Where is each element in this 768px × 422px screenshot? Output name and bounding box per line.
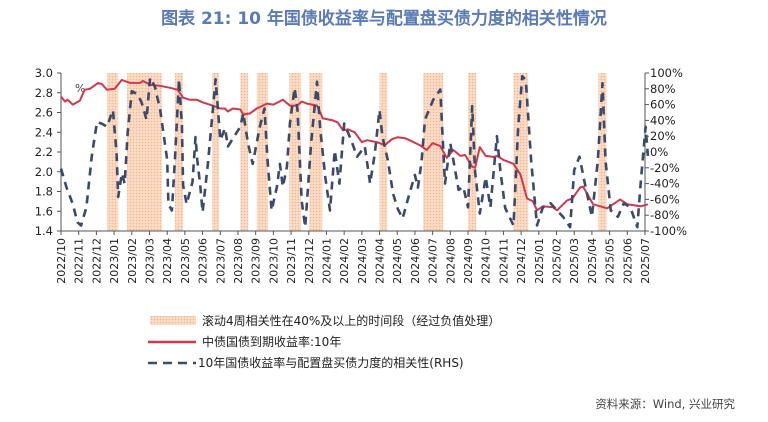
- right-tick-label: -60%: [650, 192, 680, 206]
- right-tick-label: 20%: [650, 129, 676, 143]
- shaded-period: [212, 73, 220, 231]
- right-tick-label: -40%: [650, 177, 680, 191]
- x-tick-label: 2024/12: [515, 238, 528, 284]
- left-tick-label: 2.8: [35, 86, 53, 100]
- legend-shade-swatch: [150, 316, 196, 325]
- x-tick-label: 2024/08: [444, 238, 457, 284]
- x-tick-label: 2022/12: [90, 238, 103, 284]
- x-tick-label: 2023/03: [143, 238, 156, 284]
- legend-corr-label: 10年国债收益率与配置盘买债力度的相关性(RHS): [198, 355, 464, 370]
- x-tick-label: 2024/10: [480, 238, 493, 284]
- shaded-period: [289, 73, 302, 231]
- x-tick-label: 2023/02: [126, 238, 139, 284]
- x-tick-label: 2023/01: [108, 238, 121, 284]
- x-tick-label: 2025/06: [621, 238, 634, 284]
- shaded-period: [468, 73, 477, 231]
- right-tick-label: 60%: [650, 98, 676, 112]
- x-tick-label: 2023/06: [197, 238, 210, 284]
- right-tick-label: -100%: [650, 224, 687, 238]
- shaded-period: [423, 73, 444, 231]
- right-tick-label: 80%: [650, 82, 676, 96]
- x-tick-label: 2024/07: [427, 238, 440, 284]
- x-tick-label: 2025/01: [533, 238, 546, 284]
- x-tick-label: 2023/12: [303, 238, 316, 284]
- shaded-period: [598, 73, 607, 231]
- x-tick-label: 2025/04: [586, 238, 599, 284]
- x-tick-label: 2022/11: [73, 238, 86, 284]
- legend-yield-label: 中债国债到期收益率:10年: [202, 334, 341, 349]
- shaded-period: [240, 73, 248, 231]
- x-tick-label: 2022/10: [55, 238, 68, 284]
- left-tick-label: 2.2: [35, 145, 53, 159]
- right-tick-label: 100%: [650, 66, 683, 80]
- x-tick-label: 2023/10: [267, 238, 280, 284]
- series-lines: [59, 74, 650, 229]
- x-tick-label: 2023/11: [285, 238, 298, 284]
- shaded-period: [513, 73, 529, 231]
- x-tick-label: 2023/07: [214, 238, 227, 284]
- x-tick-label: 2024/03: [356, 238, 369, 284]
- x-tick-label: 2024/05: [391, 238, 404, 284]
- right-tick-label: -80%: [650, 208, 680, 222]
- left-tick-label: 2.6: [35, 106, 53, 120]
- left-tick-label: 3.0: [35, 66, 53, 80]
- x-tick-label: 2025/03: [568, 238, 581, 284]
- right-tick-label: 0%: [650, 145, 668, 159]
- x-tick-label: 2025/05: [604, 238, 617, 284]
- shaded-period: [379, 73, 388, 231]
- x-tick-label: 2024/11: [497, 238, 510, 284]
- correlation-line: [59, 74, 650, 229]
- x-tick-label: 2023/05: [179, 238, 192, 284]
- left-tick-label: 2.0: [35, 165, 53, 179]
- x-tick-label: 2024/09: [462, 238, 475, 284]
- left-tick-label: 1.8: [35, 185, 53, 199]
- shaded-period: [107, 73, 119, 231]
- x-tick-label: 2023/04: [161, 238, 174, 284]
- legend-shade-label: 滚动4周相关性在40%及以上的时间段（经过负值处理）: [202, 313, 500, 328]
- shaded-period: [256, 73, 269, 231]
- shaded-period: [174, 73, 184, 231]
- right-tick-label: 40%: [650, 113, 676, 127]
- shaded-periods: [107, 73, 607, 231]
- x-tick-label: 2025/02: [551, 238, 564, 284]
- x-tick-label: 2023/08: [232, 238, 245, 284]
- y-unit-label: %: [75, 82, 85, 95]
- left-tick-label: 1.6: [35, 204, 53, 218]
- left-tick-label: 1.4: [35, 224, 53, 238]
- x-tick-label: 2025/07: [639, 238, 652, 284]
- x-tick-label: 2024/02: [338, 238, 351, 284]
- shaded-period: [127, 73, 162, 231]
- axes: 3.0 2.8 2.6 2.4 2.2 2.0 1.8 1.6 1.4 100% 80% 60%40%…: [35, 66, 687, 284]
- x-tick-label: 2023/09: [250, 238, 263, 284]
- yield-line: [60, 78, 649, 212]
- source-note: 资料来源：Wind, 兴业研究: [595, 397, 735, 411]
- x-tick-label: 2024/06: [409, 238, 422, 284]
- chart-title: 图表 21: 10 年国债收益率与配置盘买债力度的相关性情况: [161, 8, 607, 29]
- left-tick-label: 2.4: [35, 125, 53, 139]
- x-tick-label: 2024/04: [374, 238, 387, 284]
- x-tick-label: 2024/01: [320, 238, 333, 284]
- right-tick-label: -20%: [650, 161, 680, 175]
- legend: 滚动4周相关性在40%及以上的时间段（经过负值处理） 中债国债到期收益率:10年…: [148, 313, 500, 370]
